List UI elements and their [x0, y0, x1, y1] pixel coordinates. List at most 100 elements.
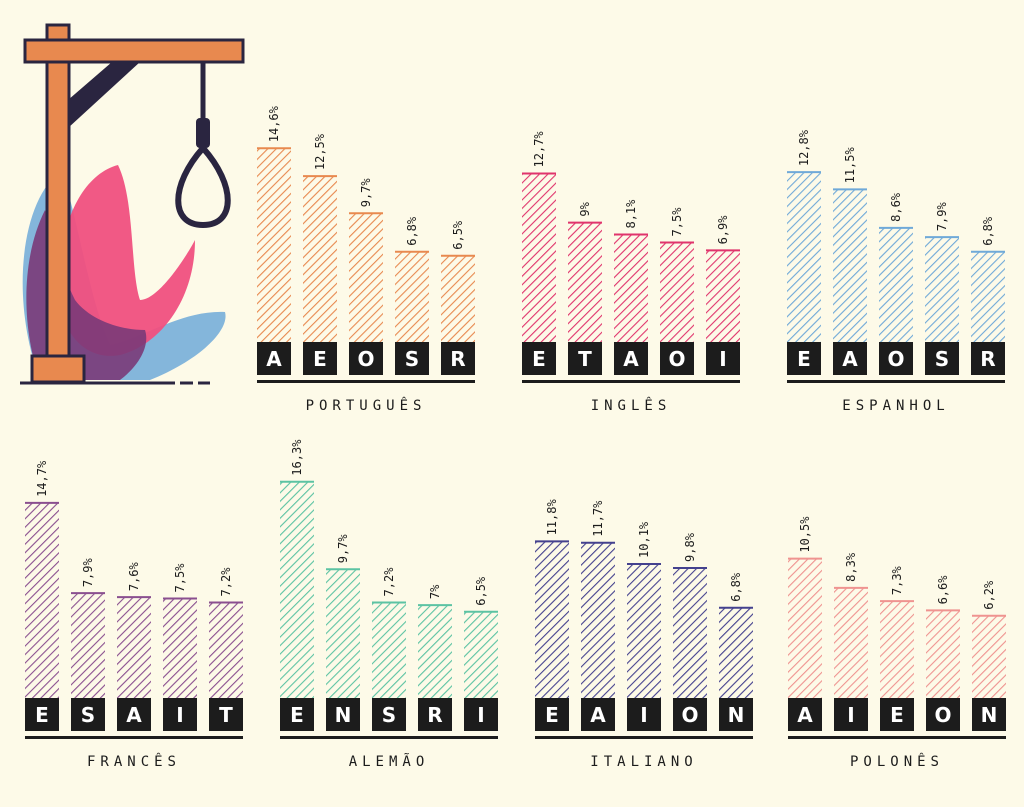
bar-n-6: [972, 615, 1006, 698]
category-letter: O: [357, 347, 374, 371]
letter-box: [788, 698, 822, 731]
language-name: POLONÊS: [850, 752, 944, 770]
bar-o-2: [879, 227, 913, 342]
letter-box: [395, 342, 429, 375]
category-letter: A: [266, 347, 282, 371]
bar-e-5: [535, 541, 569, 698]
bar-a-6: [788, 558, 822, 698]
letter-box: [971, 342, 1005, 375]
value-label: 8,1%: [624, 199, 638, 229]
category-letter: O: [681, 703, 698, 727]
letter-box: [535, 698, 569, 731]
chart-underline: [25, 736, 243, 739]
category-letter: I: [847, 703, 854, 727]
category-letter: S: [935, 347, 949, 371]
category-letter: E: [313, 347, 327, 371]
bar-i-1: [706, 250, 740, 342]
value-label: 7,5%: [670, 207, 684, 237]
category-letter: N: [335, 703, 352, 727]
value-label: 6,9%: [716, 215, 730, 245]
letter-box: [614, 342, 648, 375]
letter-box: [568, 342, 602, 375]
bar-r-4: [418, 605, 452, 698]
letter-box: [627, 698, 661, 731]
value-label: 7,5%: [173, 563, 187, 593]
letter-box: [706, 342, 740, 375]
category-letter: I: [719, 347, 726, 371]
bar-n-4: [326, 569, 360, 698]
category-letter: T: [578, 347, 592, 371]
chart-underline: [788, 736, 1006, 739]
category-letter: E: [532, 347, 546, 371]
letter-box: [522, 342, 556, 375]
letter-box: [719, 698, 753, 731]
letter-box: [25, 698, 59, 731]
noose-knot: [196, 118, 210, 148]
category-letter: E: [545, 703, 559, 727]
chart-underline: [535, 736, 753, 739]
bar-t-3: [209, 602, 243, 698]
value-label: 6,8%: [405, 216, 419, 246]
category-letter: O: [668, 347, 685, 371]
letter-box: [925, 342, 959, 375]
category-letter: O: [887, 347, 904, 371]
value-label: 9%: [578, 201, 592, 216]
category-letter: R: [450, 347, 465, 371]
category-letter: A: [126, 703, 142, 727]
category-letter: I: [176, 703, 183, 727]
letter-box: [257, 342, 291, 375]
bar-r-0: [441, 255, 475, 342]
letter-box: [673, 698, 707, 731]
letter-box: [787, 342, 821, 375]
bar-s-4: [372, 602, 406, 698]
value-label: 8,6%: [889, 192, 903, 222]
bar-r-2: [971, 251, 1005, 342]
value-label: 7,9%: [81, 557, 95, 587]
bar-e-1: [522, 173, 556, 342]
value-label: 6,8%: [729, 572, 743, 602]
letter-box: [879, 342, 913, 375]
chart-francês: 14,7% E 7,9% S 7,6% A 7,5% I 7,2% T FRANCÊS: [25, 460, 243, 770]
chart-underline: [257, 380, 475, 383]
chart-underline: [522, 380, 740, 383]
value-label: 10,5%: [798, 516, 812, 553]
value-label: 9,8%: [683, 532, 697, 562]
category-letter: N: [728, 703, 745, 727]
bar-n-5: [719, 607, 753, 698]
value-label: 7%: [428, 584, 442, 599]
value-label: 14,7%: [35, 460, 49, 497]
value-label: 6,2%: [982, 580, 996, 610]
gallows-base: [30, 354, 86, 384]
value-label: 11,7%: [591, 500, 605, 537]
bar-e-4: [280, 481, 314, 698]
value-label: 7,3%: [890, 565, 904, 595]
bar-i-3: [163, 598, 197, 698]
bar-e-6: [880, 601, 914, 698]
letter-box: [926, 698, 960, 731]
letter-box: [834, 698, 868, 731]
letter-box: [163, 698, 197, 731]
letter-box: [581, 698, 615, 731]
chart-espanhol: 12,8% E 11,5% A 8,6% O 7,9% S 6,8% R ESPANHOL: [787, 129, 1005, 414]
hangman-gallows-illustration: [20, 23, 245, 385]
letter-box: [372, 698, 406, 731]
bar-o-1: [660, 242, 694, 342]
letter-box: [349, 342, 383, 375]
category-letter: R: [427, 703, 442, 727]
category-letter: E: [35, 703, 49, 727]
value-label: 14,6%: [267, 105, 281, 142]
letter-box: [71, 698, 105, 731]
category-letter: R: [980, 347, 995, 371]
value-label: 12,7%: [532, 131, 546, 168]
value-label: 7,9%: [935, 201, 949, 231]
gallows-beam: [23, 38, 245, 64]
bar-i-6: [834, 587, 868, 698]
language-name: ITALIANO: [590, 754, 697, 770]
value-label: 11,8%: [545, 499, 559, 536]
gallows-post: [45, 23, 71, 362]
letter-box: [660, 342, 694, 375]
category-letter: O: [934, 703, 951, 727]
category-letter: I: [640, 703, 647, 727]
letter-box: [880, 698, 914, 731]
